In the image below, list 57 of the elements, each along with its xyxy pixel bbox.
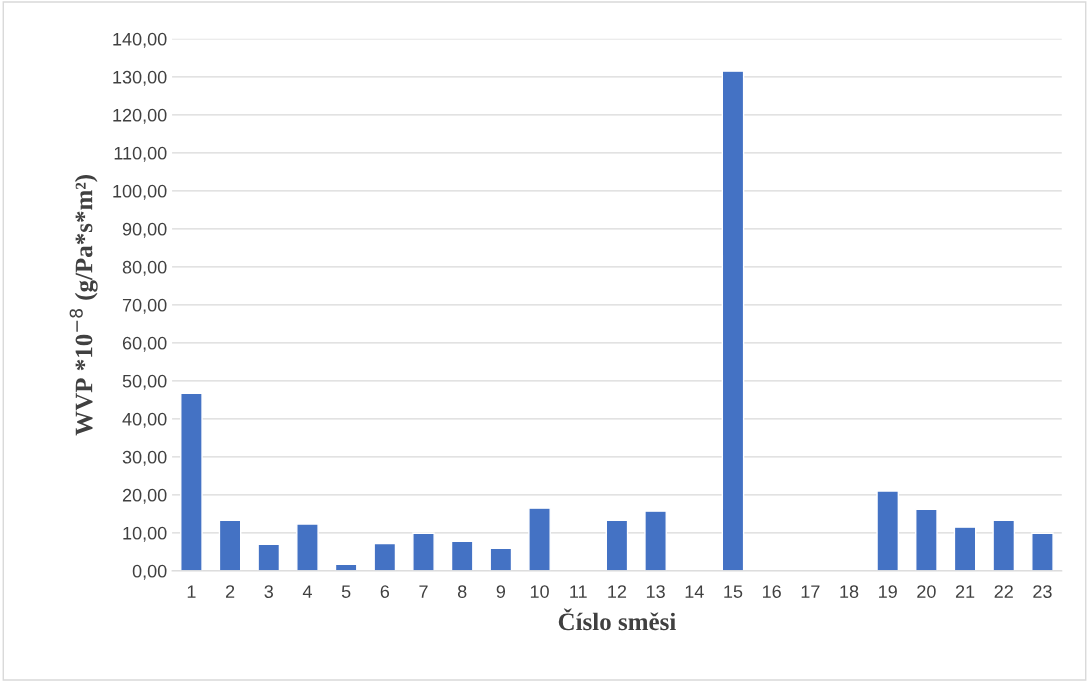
bar bbox=[218, 519, 242, 571]
y-tick-label: 10,00 bbox=[123, 526, 167, 542]
x-tick-label: 20 bbox=[917, 585, 936, 598]
y-tick-label: 20,00 bbox=[122, 488, 167, 504]
y-tick-label: 30,00 bbox=[122, 450, 167, 466]
y-tick-label: 70,00 bbox=[122, 298, 167, 314]
x-tick-label: 15 bbox=[724, 585, 743, 598]
x-tick-label: 10 bbox=[530, 585, 549, 598]
x-tick-label: 19 bbox=[879, 585, 897, 598]
y-tick-label: 40,00 bbox=[122, 412, 167, 428]
y-tick-label: 50,00 bbox=[122, 374, 167, 390]
x-tick-label: 1 bbox=[187, 585, 196, 598]
bar bbox=[1031, 532, 1054, 571]
bar bbox=[373, 542, 397, 571]
x-tick-label: 7 bbox=[419, 585, 428, 598]
x-tick-label: 18 bbox=[840, 585, 859, 598]
bar bbox=[953, 526, 977, 571]
bar bbox=[528, 507, 551, 571]
y-tick-label: 90,00 bbox=[122, 222, 167, 238]
x-tick-label: 4 bbox=[302, 585, 312, 598]
y-tick-label: 80,00 bbox=[122, 260, 167, 276]
x-tick-label: 9 bbox=[496, 585, 506, 598]
y-tick-label: 0,00 bbox=[132, 564, 167, 580]
bar bbox=[296, 523, 319, 571]
y-tick-label: 110,00 bbox=[114, 146, 167, 162]
x-tick-label: 22 bbox=[994, 585, 1013, 598]
bar bbox=[605, 519, 629, 571]
bar bbox=[450, 540, 474, 571]
bar bbox=[412, 532, 435, 571]
y-tick-label: 100,00 bbox=[113, 184, 167, 200]
x-tick-label: 13 bbox=[646, 585, 665, 598]
bar bbox=[876, 490, 900, 571]
x-tick-label: 14 bbox=[685, 585, 704, 598]
bar bbox=[915, 508, 938, 571]
x-axis-title: Číslo směsi bbox=[558, 608, 676, 631]
x-tick-label: 21 bbox=[955, 585, 975, 598]
x-tick-label: 8 bbox=[457, 585, 467, 598]
x-tick-label: 6 bbox=[380, 585, 390, 598]
x-tick-label: 12 bbox=[608, 585, 627, 598]
bar bbox=[489, 547, 513, 571]
bar bbox=[257, 543, 281, 571]
x-tick-label: 5 bbox=[341, 585, 351, 598]
y-axis-title: WVP *10$^{−8}$ (g/Pa*s*m²) bbox=[69, 174, 98, 436]
bar bbox=[721, 70, 745, 571]
x-tick-label: 23 bbox=[1033, 585, 1052, 598]
x-tick-label: 2 bbox=[225, 585, 235, 598]
x-tick-label: 11 bbox=[570, 585, 587, 598]
x-tick-label: 3 bbox=[264, 585, 273, 598]
bar bbox=[644, 510, 667, 571]
x-tick-label: 17 bbox=[801, 585, 820, 598]
y-tick-label: 130,00 bbox=[113, 70, 167, 86]
x-tick-label: 16 bbox=[762, 585, 781, 598]
bar bbox=[180, 392, 203, 571]
y-tick-label: 120,00 bbox=[113, 108, 167, 124]
y-tick-label: 60,00 bbox=[122, 336, 167, 352]
y-tick-label: 140,00 bbox=[113, 32, 167, 48]
bar bbox=[992, 519, 1016, 571]
